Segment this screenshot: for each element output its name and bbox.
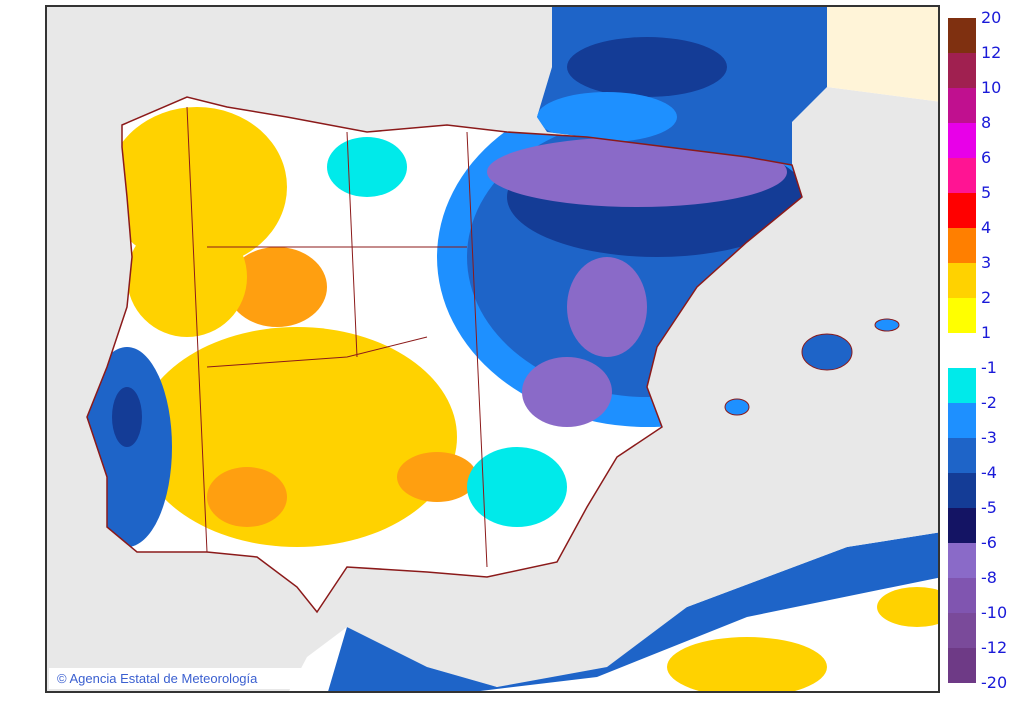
legend-swatch (948, 158, 976, 193)
legend-label: 8 (981, 113, 992, 132)
legend-swatch (948, 578, 976, 613)
legend-label: -5 (981, 498, 997, 517)
legend-swatch (948, 613, 976, 648)
legend-swatch (948, 543, 976, 578)
legend-label: 3 (981, 253, 992, 272)
legend-label: 4 (981, 218, 992, 237)
legend-label: -20 (981, 673, 1008, 692)
legend-label: 10 (981, 78, 1002, 97)
legend-swatch (948, 263, 976, 298)
legend-swatch (948, 508, 976, 543)
legend-swatch (948, 648, 976, 683)
ibiza (724, 398, 750, 416)
legend-label: 20 (981, 8, 1002, 27)
legend-swatch (948, 228, 976, 263)
legend-label: -8 (981, 568, 997, 587)
legend-label: 2 (981, 288, 992, 307)
menorca (874, 318, 900, 332)
legend-label: -3 (981, 428, 997, 447)
legend-label: 1 (981, 323, 992, 342)
credit-text: © Agencia Estatal de Meteorología (49, 668, 320, 689)
color-legend: 20 12 10 8 6 5 4 3 2 1 -1 -2 -3 -4 -5 -6 -8 -10 -12 -20 (948, 0, 1024, 720)
legend-swatch (948, 403, 976, 438)
legend-label: -10 (981, 603, 1008, 622)
legend-label: -1 (981, 358, 997, 377)
legend-label: -2 (981, 393, 997, 412)
map-graphic (86, 7, 938, 691)
legend-swatch (948, 88, 976, 123)
legend-swatch (948, 438, 976, 473)
legend-swatch (948, 18, 976, 53)
legend-swatch (948, 298, 976, 333)
legend-swatch (948, 53, 976, 88)
legend-label: -12 (981, 638, 1008, 657)
legend-label: -4 (981, 463, 997, 482)
legend-label: -6 (981, 533, 997, 552)
legend-swatch (948, 368, 976, 403)
anomaly-map: © Agencia Estatal de Meteorología (45, 5, 940, 693)
legend-label: 6 (981, 148, 992, 167)
mallorca (801, 333, 853, 371)
legend-label: 12 (981, 43, 1002, 62)
legend-swatch (948, 193, 976, 228)
france-region (537, 7, 938, 165)
legend-label: 5 (981, 183, 992, 202)
legend-swatch (948, 123, 976, 158)
legend-swatch (948, 473, 976, 508)
